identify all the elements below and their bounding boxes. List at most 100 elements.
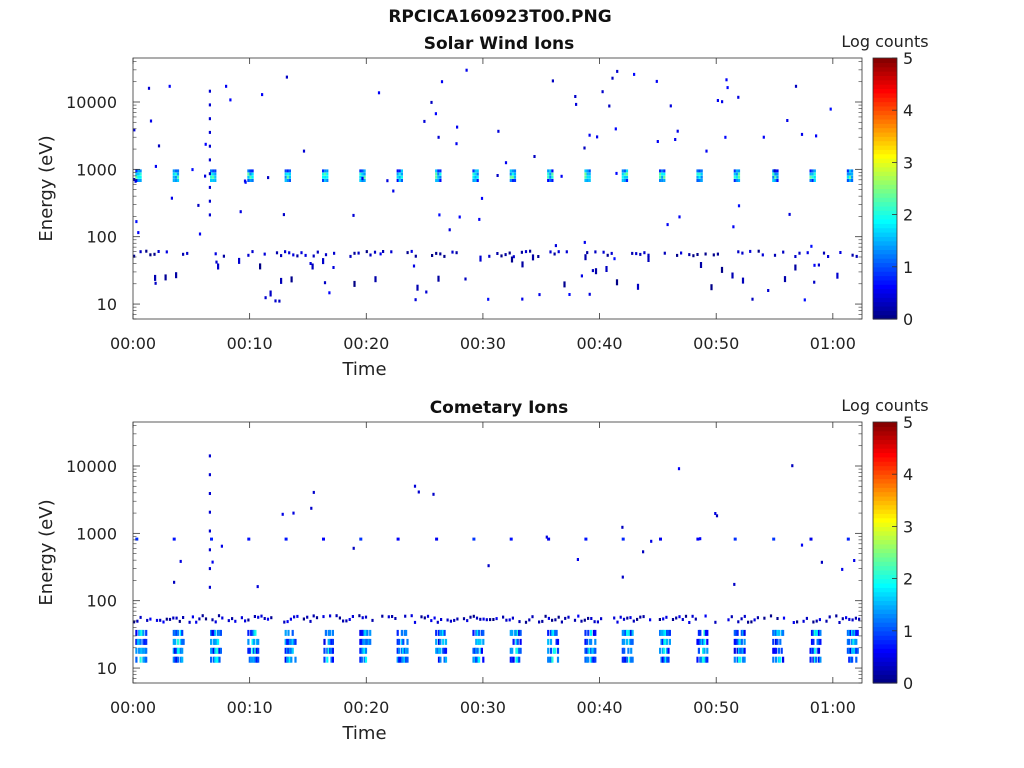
data-cell [731, 272, 734, 279]
data-cell [475, 647, 478, 654]
data-cell [403, 647, 406, 654]
data-cell [331, 638, 334, 645]
data-cell [181, 647, 184, 654]
colorbar-segment [873, 179, 897, 185]
data-cell [492, 618, 495, 621]
data-cell [437, 169, 440, 173]
data-cell [430, 100, 433, 104]
y-tick-label: 1000 [76, 524, 117, 543]
data-cell [846, 179, 849, 182]
data-cell [858, 617, 861, 621]
data-cell [602, 250, 605, 254]
data-cell [472, 179, 475, 182]
colorbar-segment [873, 574, 897, 580]
data-cell [359, 629, 362, 636]
data-cell [851, 179, 854, 182]
data-cell [735, 169, 738, 173]
data-cell [476, 169, 479, 173]
data-cell [849, 656, 852, 663]
data-cell [630, 656, 633, 663]
data-cell [621, 638, 624, 645]
data-cell [475, 629, 478, 636]
data-cell [584, 175, 587, 179]
data-cell [286, 647, 289, 654]
data-cell [482, 656, 485, 663]
data-cell [371, 618, 374, 622]
data-cell [733, 172, 736, 176]
data-cell [210, 647, 213, 654]
data-cell [251, 175, 254, 179]
data-cell [212, 647, 215, 654]
data-cell [469, 615, 472, 619]
data-cell [846, 169, 849, 173]
data-cell [496, 174, 499, 177]
data-cell [775, 629, 778, 636]
data-cell [647, 253, 650, 257]
data-cell [247, 175, 250, 179]
data-cell [783, 276, 787, 283]
data-cell [480, 629, 483, 636]
data-cell [776, 638, 779, 645]
data-cell [544, 614, 547, 618]
colorbar-segment [873, 561, 897, 567]
data-cell [360, 656, 363, 663]
data-cell [716, 99, 719, 102]
colorbar-segment [873, 145, 897, 150]
data-cell [136, 638, 139, 645]
data-cell [210, 537, 213, 541]
data-cell [139, 629, 142, 636]
data-cell [309, 619, 312, 623]
colorbar-segment [873, 292, 897, 298]
data-cell [201, 614, 204, 618]
colorbar-segment [873, 465, 897, 471]
data-cell [519, 638, 522, 645]
data-cell [696, 638, 699, 645]
y-tick-label: 100 [86, 592, 117, 611]
data-cell [659, 169, 662, 173]
data-cell [364, 647, 368, 654]
data-cell [621, 525, 624, 529]
data-cell [435, 647, 438, 654]
data-cell [430, 619, 433, 623]
data-cell [139, 250, 142, 254]
data-cell [142, 656, 145, 663]
data-cell [324, 169, 327, 173]
data-cell [326, 169, 329, 173]
data-cell [398, 638, 401, 645]
data-cell [159, 618, 162, 622]
data-cell [250, 656, 253, 663]
data-cell [394, 617, 397, 620]
data-cell [706, 647, 709, 654]
data-cell [400, 179, 403, 182]
data-cell [667, 647, 670, 654]
data-cell [813, 656, 816, 663]
x-tick-label: 00:20 [343, 334, 389, 353]
data-cell [478, 638, 481, 645]
data-cell [590, 629, 593, 636]
data-cell [157, 144, 161, 148]
data-cell [663, 179, 666, 182]
data-cell [743, 629, 746, 636]
data-cell [267, 176, 270, 180]
data-cell [208, 510, 211, 514]
data-cell [215, 638, 218, 645]
data-cell [567, 615, 570, 619]
data-cell [661, 629, 664, 636]
data-cell [386, 179, 389, 183]
data-cell [852, 629, 855, 636]
cometary-panel: 00:00 00:10 00:20 00:30 00:40 00:50 01:00 Time 1… [36, 396, 929, 744]
data-cell [254, 656, 257, 663]
data-cell [475, 656, 478, 663]
colorbar-segment [873, 474, 897, 480]
data-cell [688, 621, 691, 624]
data-cell [549, 638, 553, 645]
data-cell [255, 656, 258, 663]
data-cell [851, 618, 854, 622]
data-cell [322, 615, 325, 619]
data-cell [145, 249, 148, 253]
data-cell [464, 277, 467, 281]
data-cell [288, 251, 291, 255]
data-cell [139, 169, 142, 173]
colorbar-frame [872, 421, 898, 684]
data-cell [623, 175, 626, 179]
